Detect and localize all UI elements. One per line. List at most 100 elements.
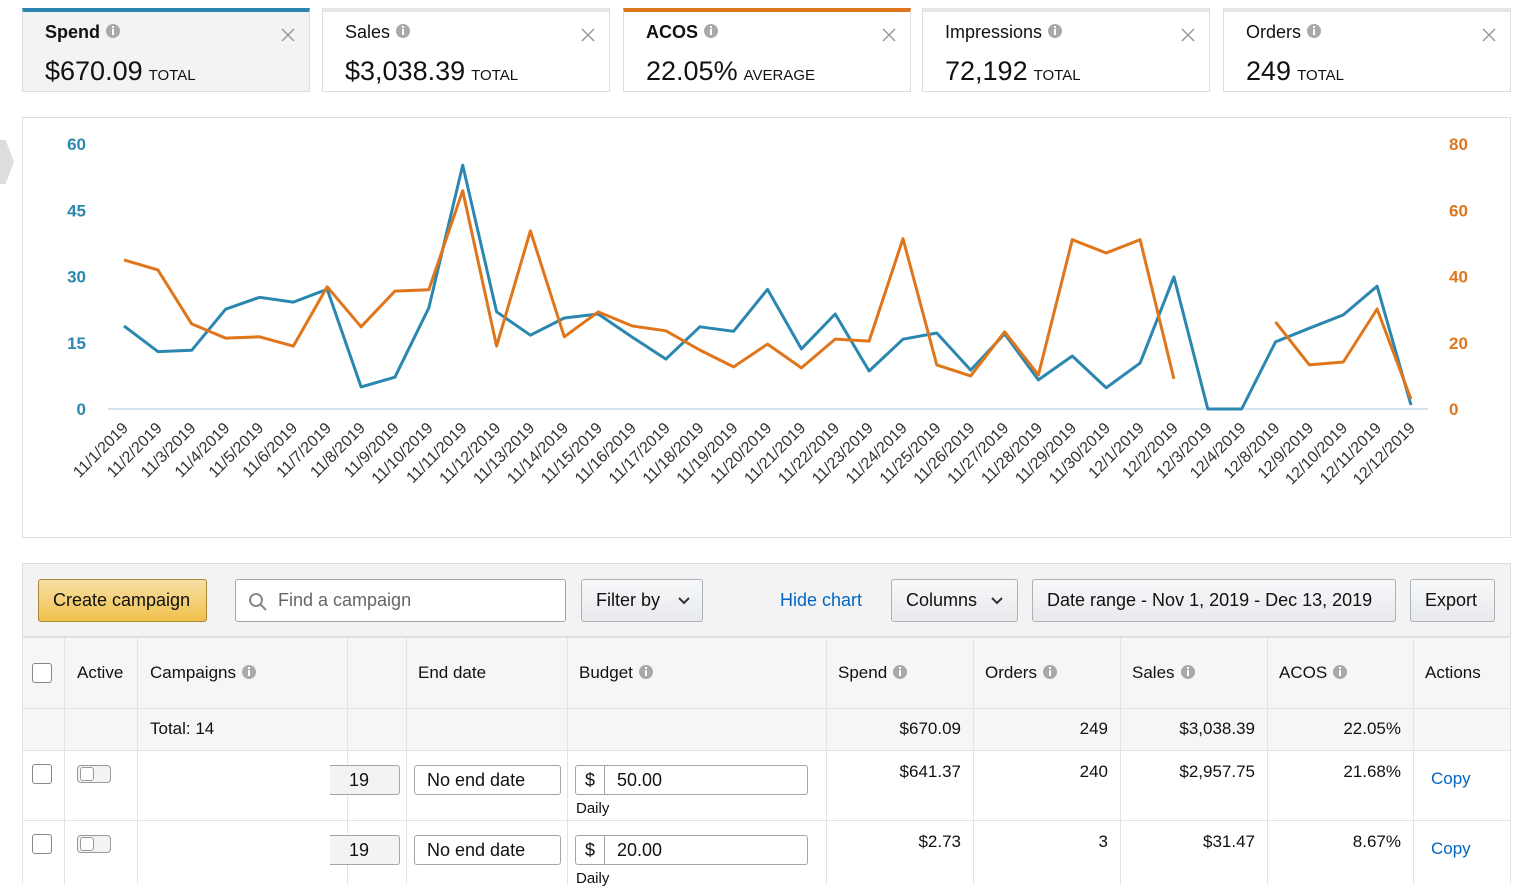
export-button[interactable]: Export bbox=[1410, 579, 1495, 622]
row-acos: 8.67% bbox=[1267, 832, 1401, 852]
total-acos: 22.05% bbox=[1267, 719, 1401, 739]
header-budget: Budget bbox=[579, 663, 653, 683]
filter-label: Filter by bbox=[596, 590, 660, 610]
metric-value: 72,192 bbox=[945, 56, 1028, 86]
info-icon[interactable] bbox=[1043, 665, 1057, 679]
metric-card[interactable]: Orders 249TOTAL bbox=[1223, 8, 1511, 92]
hide-chart-link[interactable]: Hide chart bbox=[780, 590, 862, 611]
metric-label: Impressions bbox=[945, 22, 1062, 43]
start-date-input[interactable]: 19 bbox=[330, 765, 400, 795]
header-label: Budget bbox=[579, 663, 633, 682]
chart: 01530456002040608011/1/201911/2/201911/3… bbox=[23, 118, 1510, 537]
close-icon[interactable] bbox=[1181, 28, 1195, 42]
y-tick-label: 60 bbox=[67, 135, 86, 154]
header-label: Orders bbox=[985, 663, 1037, 682]
budget-input[interactable]: $20.00 bbox=[575, 835, 808, 865]
total-spend: $670.09 bbox=[826, 719, 961, 739]
metric-label: Orders bbox=[1246, 22, 1321, 43]
date-range-button[interactable]: Date range - Nov 1, 2019 - Dec 13, 2019 bbox=[1032, 579, 1396, 622]
copy-link[interactable]: Copy bbox=[1431, 769, 1471, 789]
start-date-input[interactable]: 19 bbox=[330, 835, 400, 865]
chevron bbox=[678, 597, 690, 605]
row-sales: $31.47 bbox=[1120, 832, 1255, 852]
row-sales: $2,957.75 bbox=[1120, 762, 1255, 782]
data-line bbox=[124, 165, 1411, 409]
row-checkbox[interactable] bbox=[32, 834, 52, 854]
header-campaigns: Campaigns bbox=[150, 663, 256, 683]
create-campaign-button[interactable]: Create campaign bbox=[38, 579, 207, 622]
metric-value-wrap: $3,038.39 TOTAL bbox=[345, 56, 518, 87]
info-icon[interactable] bbox=[639, 665, 653, 679]
copy-link[interactable]: Copy bbox=[1431, 839, 1471, 859]
metric-card[interactable]: ACOS 22.05% AVERAGE bbox=[623, 8, 911, 92]
col-border bbox=[22, 637, 23, 884]
metric-qualifier: TOTAL bbox=[1297, 67, 1344, 84]
currency: $ bbox=[576, 766, 605, 794]
row-border bbox=[22, 820, 1511, 821]
metric-value: $670.09 bbox=[45, 56, 143, 86]
info-icon[interactable] bbox=[242, 665, 256, 679]
info-icon[interactable] bbox=[893, 665, 907, 679]
info-icon[interactable] bbox=[1333, 665, 1347, 679]
total-label: Total: 14 bbox=[150, 719, 214, 739]
y2-tick-label: 40 bbox=[1449, 268, 1468, 287]
metric-value-wrap: 249TOTAL bbox=[1246, 56, 1344, 87]
metric-card[interactable]: Sales$3,038.39TOTAL bbox=[322, 8, 610, 92]
metric-qualifier: TOTAL bbox=[149, 67, 196, 84]
end-date-input[interactable]: No end date bbox=[414, 835, 561, 865]
search-placeholder: Find a campaign bbox=[278, 590, 411, 610]
close-icon[interactable] bbox=[581, 28, 595, 42]
status-toggle[interactable] bbox=[77, 835, 111, 853]
info-icon[interactable] bbox=[106, 24, 120, 38]
status-toggle[interactable] bbox=[77, 765, 111, 783]
filter-button[interactable]: Filter by bbox=[581, 579, 703, 622]
metric-label: ACOS bbox=[646, 22, 718, 43]
info-icon[interactable] bbox=[704, 24, 718, 38]
search-box[interactable]: Find a campaign bbox=[235, 579, 566, 622]
close-glyph bbox=[1483, 29, 1495, 41]
total-orders: 249 bbox=[973, 719, 1108, 739]
close-icon[interactable] bbox=[281, 28, 295, 42]
y-tick-label: 45 bbox=[67, 201, 86, 220]
row-border bbox=[22, 708, 1511, 709]
close-glyph bbox=[1182, 29, 1194, 41]
columns-button[interactable]: Columns bbox=[891, 579, 1018, 622]
budget-value: 20.00 bbox=[617, 840, 662, 860]
info-icon[interactable] bbox=[1048, 24, 1062, 38]
close-icon[interactable] bbox=[882, 28, 896, 42]
row-spend: $2.73 bbox=[826, 832, 961, 852]
header-active: Active bbox=[77, 663, 123, 683]
row-orders: 240 bbox=[973, 762, 1108, 782]
budget-input[interactable]: $50.00 bbox=[575, 765, 808, 795]
col-border bbox=[406, 637, 407, 884]
metric-qualifier: TOTAL bbox=[1034, 67, 1081, 84]
y2-tick-label: 0 bbox=[1449, 400, 1458, 419]
info-icon[interactable] bbox=[1181, 665, 1195, 679]
collapse-tab[interactable] bbox=[0, 140, 14, 184]
metric-qualifier: AVERAGE bbox=[744, 67, 815, 84]
metric-name: Orders bbox=[1246, 22, 1301, 42]
header-label: Sales bbox=[1132, 663, 1175, 682]
y2-tick-label: 60 bbox=[1449, 201, 1468, 220]
budget-type: Daily bbox=[576, 870, 609, 887]
select-all-checkbox[interactable] bbox=[32, 663, 52, 683]
metric-name: Impressions bbox=[945, 22, 1042, 42]
metric-card[interactable]: Spend$670.09TOTAL bbox=[22, 8, 310, 92]
info-icon[interactable] bbox=[1307, 24, 1321, 38]
info-icon[interactable] bbox=[396, 24, 410, 38]
metric-value: $3,038.39 bbox=[345, 56, 465, 86]
currency: $ bbox=[576, 836, 605, 864]
metric-value: 22.05% bbox=[646, 56, 738, 86]
y2-tick-label: 20 bbox=[1449, 334, 1468, 353]
metric-qualifier: TOTAL bbox=[471, 67, 518, 84]
end-date-input[interactable]: No end date bbox=[414, 765, 561, 795]
chart-panel: 01530456002040608011/1/201911/2/201911/3… bbox=[22, 117, 1511, 538]
header-label: ACOS bbox=[1279, 663, 1327, 682]
header-label: Campaigns bbox=[150, 663, 236, 682]
close-glyph bbox=[582, 29, 594, 41]
col-border bbox=[137, 637, 138, 884]
close-icon[interactable] bbox=[1482, 28, 1496, 42]
row-checkbox[interactable] bbox=[32, 764, 52, 784]
header-orders: Orders bbox=[985, 663, 1057, 683]
metric-card[interactable]: Impressions 72,192 TOTAL bbox=[922, 8, 1210, 92]
